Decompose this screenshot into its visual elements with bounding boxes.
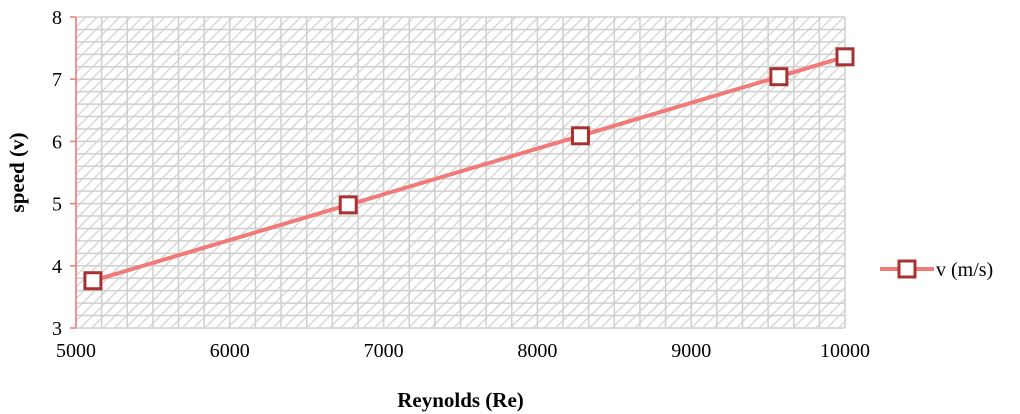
grid	[75, 16, 846, 329]
x-tick-label: 6000	[210, 340, 250, 362]
x-tick-label: 7000	[364, 340, 404, 362]
y-tick-label: 8	[52, 7, 62, 29]
y-tick-label: 4	[52, 256, 62, 278]
x-tick-label: 10000	[820, 340, 870, 362]
y-tick-label: 7	[52, 69, 62, 91]
data-point	[835, 47, 855, 67]
legend-marker-swatch	[897, 259, 917, 279]
axes	[75, 17, 845, 329]
legend-label: v (m/s)	[936, 259, 993, 281]
tick-labels: 3 4 5 6 7 8 5000 6000 7000 8000 9000 10000	[52, 7, 870, 362]
data-point	[570, 126, 590, 146]
data-point	[338, 195, 358, 215]
x-tick-label: 9000	[671, 340, 711, 362]
x-axis-title: Reynolds (Re)	[397, 388, 524, 412]
y-axis-title: speed (v)	[5, 133, 29, 213]
legend: v (m/s)	[880, 259, 993, 281]
x-tick-label: 8000	[517, 340, 557, 362]
series-layer	[83, 47, 855, 291]
y-tick-label: 6	[52, 131, 62, 153]
y-tick-label: 3	[52, 318, 62, 340]
y-tick-label: 5	[52, 194, 62, 216]
x-tick-label: 5000	[56, 340, 96, 362]
data-point	[83, 271, 103, 291]
data-point	[769, 67, 789, 87]
